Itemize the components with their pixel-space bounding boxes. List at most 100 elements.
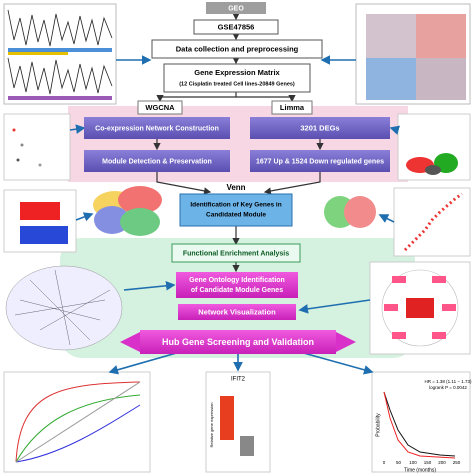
thumbnail-network-left-part (5, 265, 123, 351)
thumbnail-network-right-part (392, 276, 406, 283)
km-y-label: Probability (375, 413, 381, 437)
thumbnail-network-right (369, 261, 471, 355)
enrichment-box (171, 243, 301, 263)
hub-box (140, 330, 336, 354)
thumbnail-km-part (371, 371, 471, 473)
thumbnail-network-right-part (442, 304, 456, 311)
thumbnail-curves (3, 371, 151, 473)
thumbnail-heatmap-part (416, 58, 466, 100)
thumb-arrows-part (69, 124, 86, 134)
collection: Data collection and preprocessing (176, 44, 299, 53)
thumbnail-boxplot-part (240, 436, 254, 456)
accession: GSE47856 (218, 22, 255, 31)
wgcna-tag (137, 100, 183, 115)
km-x-tick: 50 (396, 460, 402, 465)
thumbnail-boxplot-part (205, 371, 271, 473)
thumbnail-network-right-part (381, 269, 459, 347)
matrix-title: Gene Expression Matrix (194, 68, 280, 77)
km-hr: HR = 1.38 (1.11 − 1.73) (425, 379, 472, 384)
thumb-arrows-part (378, 214, 395, 223)
thumbnail-boxplot: IFIT2 Relative gene expression (205, 371, 271, 473)
thumbnail-km-part (383, 391, 456, 459)
thumbnail-venn-right-part (344, 196, 376, 228)
thumbnail-volcano (397, 113, 471, 181)
thumbnail-dendrogram-part (7, 9, 113, 47)
km-x-tick: 100 (409, 460, 417, 465)
collection-box (151, 39, 323, 59)
limma-step-text: 3201 DEGs (300, 123, 339, 132)
thumbnail-scatter-part (38, 163, 42, 167)
km-x-ticks: 0 50 100 150 200 250 (383, 460, 461, 465)
network-box (178, 304, 296, 320)
km-x-label: Time (months) (404, 467, 436, 473)
thumbnail-curves-part (15, 394, 141, 463)
venn-box (179, 193, 293, 227)
thumbnail-dotplot (393, 187, 471, 257)
geo-box (206, 2, 266, 14)
enrichment: Functional Enrichment Analysis (183, 250, 289, 257)
box-y-label: Relative gene expression (209, 403, 214, 448)
arrows-part (236, 95, 296, 103)
thumb-arrows-part (298, 299, 371, 314)
thumbnail-curves-part (15, 381, 141, 463)
thumbnail-network-right-part (392, 332, 406, 339)
thumbnail-bars-part (20, 226, 68, 244)
thumbnail-venn-right (324, 196, 376, 228)
thumbnail-scatter-part (16, 158, 20, 162)
thumbnail-dendrogram-part (8, 96, 112, 100)
hub-text: Hub Gene Screening and Validation (162, 337, 314, 347)
gene-name: IFIT2 (231, 377, 246, 383)
arrows-part (263, 172, 321, 195)
thumbnail-venn-left (93, 186, 162, 236)
thumb-arrows-part (299, 351, 374, 375)
thumbnail-scatter-part (20, 143, 24, 147)
venn-text: Identification of Key Genes in (190, 202, 281, 209)
thumbnail-curves-part (15, 404, 141, 463)
limma-step (250, 117, 390, 139)
thumbnail-network-left-part (14, 269, 111, 346)
venn-text: Candidated Module (206, 212, 266, 219)
arrows-part (156, 172, 212, 195)
thumbnail-network-right-part (432, 332, 446, 339)
thumbnail-dendrogram-part (7, 57, 113, 95)
km-logrank: logrank P = 0.0042 (429, 385, 467, 390)
thumbnail-curves-part (15, 381, 141, 463)
thumbnail-km-part (383, 391, 456, 457)
thumbnail-dendrogram-part (8, 48, 112, 52)
thumbnail-km: HR = 1.38 (1.11 − 1.73) logrank P = 0.00… (371, 371, 472, 473)
arrows-part (156, 92, 237, 103)
wgcna-label: WGCNA (145, 103, 175, 112)
limma-step-text: 1677 Up & 1524 Down regulated genes (256, 158, 384, 165)
thumbnail-volcano-part (425, 165, 441, 175)
thumbnail-bars (3, 189, 77, 253)
thumbnail-network-right-part (384, 304, 398, 311)
wgcna-step (84, 150, 230, 172)
thumb-arrows-part (123, 281, 176, 291)
thumbnail-heatmap (355, 3, 471, 105)
ontology-text: Gene Ontology Identification (189, 277, 285, 284)
venn-label: Venn (226, 183, 245, 192)
arrows (153, 13, 324, 273)
thumbnail-dendrogram-part (8, 52, 68, 55)
km-x-tick: 250 (453, 460, 461, 465)
ontology-box (176, 272, 298, 298)
thumb-arrows-part (389, 125, 401, 135)
thumbnail-venn-left-part (120, 208, 160, 236)
wgcna-step-text: Co-expression Network Construction (95, 125, 219, 132)
thumbnail-dotplot-part (403, 192, 463, 252)
limma-step (250, 150, 390, 172)
thumb-arrows (69, 55, 401, 375)
network-text: Network Visualization (198, 307, 276, 316)
thumbnail-scatter-part (3, 113, 71, 181)
geo-label: GEO (228, 5, 244, 12)
matrix-subtitle: (12 Cisplatin treated Cell lines-20849 G… (179, 81, 295, 87)
ontology-text: of Candidate Module Genes (191, 287, 283, 294)
limma-label: Limma (280, 103, 305, 112)
thumbnail-bars-part (20, 202, 60, 220)
wgcna-step-text: Module Detection & Preservation (102, 158, 212, 165)
thumbnail-network-right-part (406, 298, 434, 318)
km-x-tick: 0 (383, 460, 386, 465)
thumbnail-network-right-part (432, 276, 446, 283)
